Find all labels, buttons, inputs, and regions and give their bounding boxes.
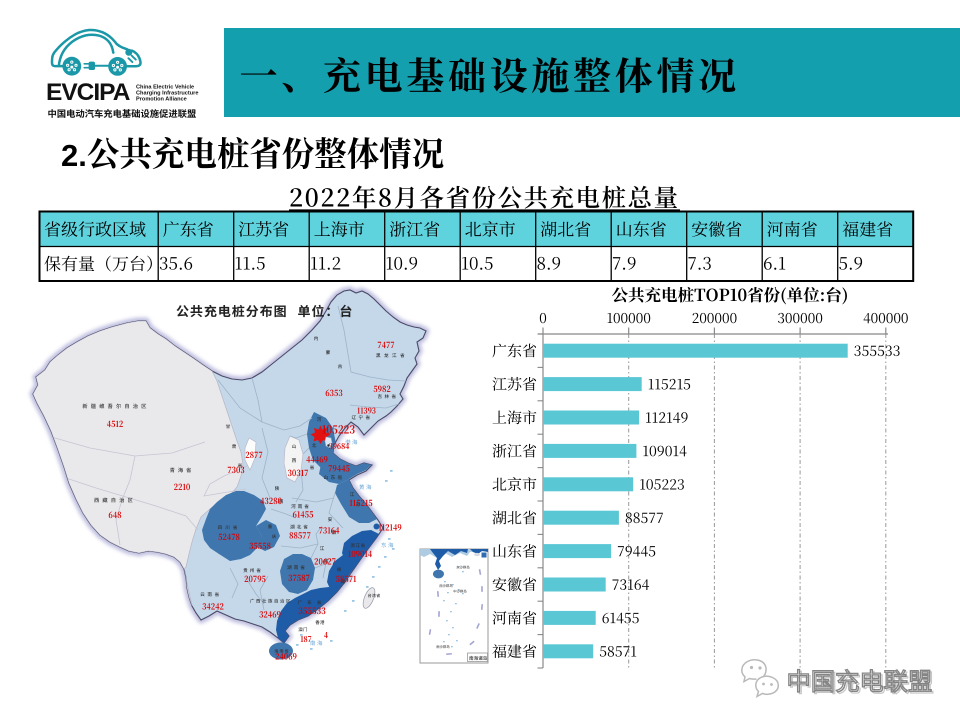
svg-text:Promotion Alliance: Promotion Alliance	[136, 97, 187, 103]
svg-text:2.: 2.	[61, 138, 87, 173]
svg-text:Charging Infrastructure: Charging Infrastructure	[136, 91, 198, 97]
svg-text:China Electric Vehicle: China Electric Vehicle	[136, 85, 194, 91]
svg-text:EVCIPA: EVCIPA	[46, 79, 131, 106]
